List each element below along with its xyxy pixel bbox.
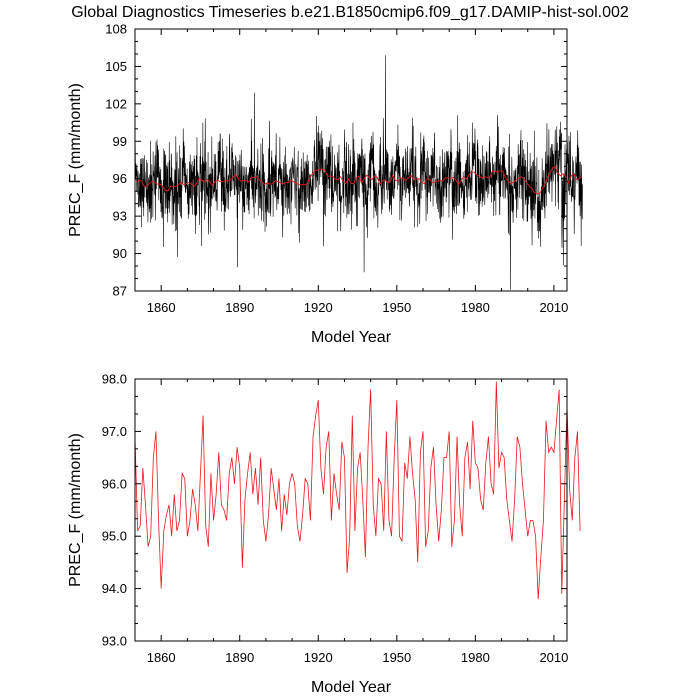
monthly-x-tick-label: 2010 — [539, 300, 568, 315]
monthly-y-axis-label: PREC_F (mm/month) — [67, 83, 84, 237]
monthly-x-tick-label: 1920 — [304, 300, 333, 315]
annual-y-tick-label: 94.0 — [102, 581, 127, 596]
annual-x-tick-label: 1950 — [382, 650, 411, 665]
annual-y-tick-label: 97.0 — [102, 424, 127, 439]
monthly-timeseries-panel: 1860 1890 1920 1950 1980 2010 87 90 93 96 99 102 105… — [67, 22, 583, 346]
figure-title: Global Diagnostics Timeseries b.e21.B185… — [71, 4, 629, 21]
monthly-y-tick-label: 105 — [105, 59, 127, 74]
annual-x-tick-label: 1920 — [304, 650, 333, 665]
monthly-y-tick-label: 90 — [113, 246, 127, 261]
monthly-y-tick-label: 93 — [113, 209, 127, 224]
monthly-y-tick-label: 108 — [105, 22, 127, 37]
monthly-x-axis-label: Model Year — [311, 329, 392, 346]
annual-y-tick-label: 98.0 — [102, 372, 127, 387]
smoothed-annual-series-line — [136, 165, 582, 195]
monthly-plot-frame — [134, 28, 568, 292]
monthly-y-tick-label: 87 — [113, 284, 127, 299]
annual-x-tick-label: 1890 — [225, 650, 254, 665]
monthly-x-tick-label: 1950 — [382, 300, 411, 315]
annual-x-axis-label: Model Year — [311, 679, 392, 696]
monthly-x-tick-label: 1890 — [225, 300, 254, 315]
annual-x-tick-label: 1860 — [147, 650, 176, 665]
monthly-y-tick-label: 96 — [113, 171, 127, 186]
annual-y-axis-label: PREC_F (mm/month) — [67, 433, 84, 587]
annual-x-tick-label: 2010 — [539, 650, 568, 665]
annual-timeseries-panel: 1860 1890 1920 1950 1980 2010 93.0 94.0 95.0 96.0… — [67, 372, 581, 696]
monthly-y-tick-label: 99 — [113, 134, 127, 149]
annual-plot-frame — [134, 378, 568, 642]
annual-y-tick-label: 93.0 — [102, 634, 127, 649]
annual-x-tick-label: 1980 — [461, 650, 490, 665]
annual-series-line — [134, 381, 581, 600]
monthly-series-line — [134, 55, 583, 290]
annual-y-tick-label: 95.0 — [102, 529, 127, 544]
monthly-x-tick-label: 1860 — [147, 300, 176, 315]
monthly-y-tick-label: 102 — [105, 96, 127, 111]
annual-y-tick-label: 96.0 — [102, 476, 127, 491]
monthly-x-tick-label: 1980 — [461, 300, 490, 315]
